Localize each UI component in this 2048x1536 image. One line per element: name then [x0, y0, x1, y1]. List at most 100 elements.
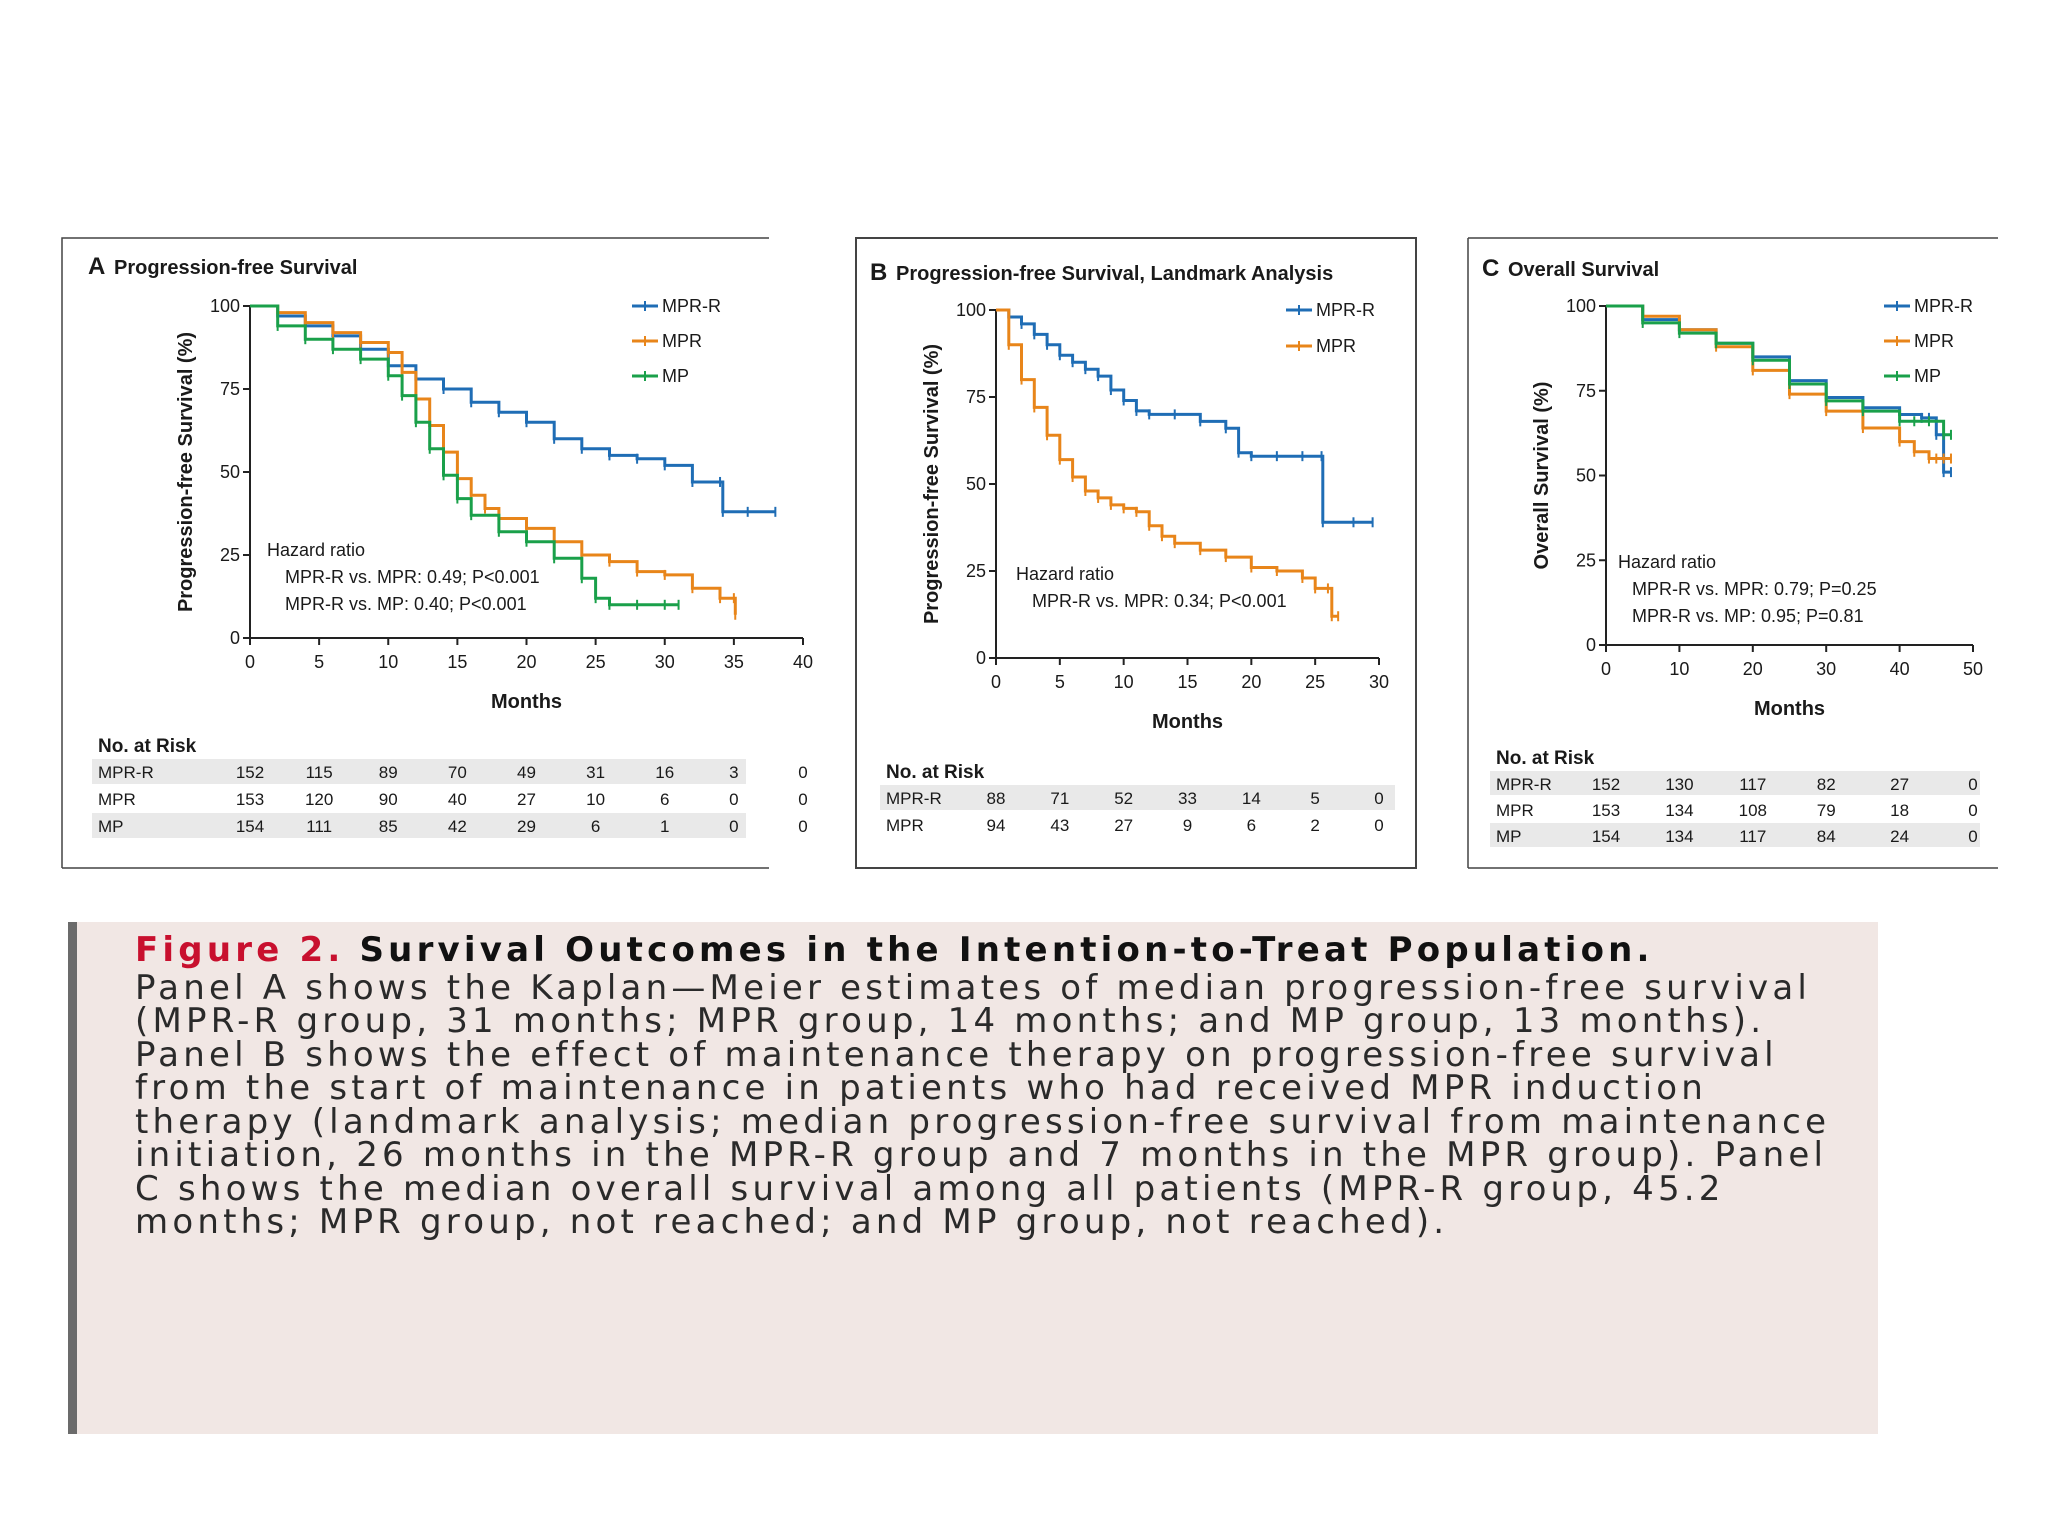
legend-label: MPR: [1914, 331, 1954, 351]
x-tick-label: 0: [1601, 659, 1611, 679]
risk-row-label: MPR: [1496, 801, 1534, 820]
risk-cell: 153: [1592, 801, 1620, 820]
y-axis-title: Overall Survival (%): [1531, 382, 1553, 570]
y-tick-label: 50: [1576, 466, 1596, 486]
panel-border: [61, 237, 769, 869]
risk-cell: 3: [729, 763, 738, 782]
y-axis-title: Progression-free Survival (%): [921, 344, 943, 624]
chart-b-svg: B Progression-free Survival, Landmark Ana…: [855, 237, 1417, 869]
x-tick-label: 50: [1963, 659, 1983, 679]
risk-cell: 16: [655, 763, 674, 782]
risk-cell: 27: [1114, 816, 1133, 835]
risk-cell: 9: [1183, 816, 1192, 835]
x-tick-label: 5: [1055, 672, 1065, 692]
y-tick-label: 25: [220, 545, 240, 565]
risk-cell: 152: [1592, 775, 1620, 794]
x-tick-label: 5: [314, 652, 324, 672]
risk-row-label: MPR: [886, 816, 924, 835]
series-mpr-r-line: [1606, 304, 1951, 474]
y-axis-title: Progression-free Survival (%): [175, 332, 197, 612]
panel-letter: B: [870, 259, 887, 286]
y-tick-label: 100: [956, 300, 986, 320]
risk-table-title: No. at Risk: [98, 736, 197, 757]
risk-cell: 89: [379, 763, 398, 782]
panel-title: Progression-free Survival, Landmark Anal…: [896, 263, 1333, 285]
risk-cell: 18: [1890, 801, 1909, 820]
hazard-ratio-title: Hazard ratio: [1618, 552, 1716, 572]
risk-cell: 120: [305, 790, 333, 809]
risk-cell: 88: [987, 789, 1006, 808]
risk-cell: 24: [1890, 827, 1909, 846]
y-tick-label: 0: [230, 628, 240, 648]
risk-cell: 0: [1374, 789, 1383, 808]
risk-cell: 14: [1242, 789, 1261, 808]
risk-table-title: No. at Risk: [1496, 748, 1595, 769]
risk-cell: 82: [1817, 775, 1836, 794]
risk-cell: 0: [798, 817, 807, 836]
x-tick-label: 0: [245, 652, 255, 672]
y-tick-label: 75: [966, 387, 986, 407]
legend-label: MPR-R: [1316, 300, 1375, 320]
panel-b: B Progression-free Survival, Landmark Ana…: [855, 237, 1417, 869]
risk-cell: 90: [379, 790, 398, 809]
risk-cell: 0: [729, 790, 738, 809]
risk-cell: 130: [1665, 775, 1693, 794]
risk-cell: 27: [1890, 775, 1909, 794]
y-tick-label: 25: [1576, 550, 1596, 570]
caption-body: Panel A shows the Kaplan—Meier estimates…: [135, 967, 1831, 1242]
risk-row-label: MPR: [98, 790, 136, 809]
risk-cell: 2: [1310, 816, 1319, 835]
risk-row-band: [1490, 771, 1980, 795]
x-tick-label: 20: [516, 652, 536, 672]
legend-label: MPR-R: [662, 296, 721, 316]
risk-cell: 0: [798, 790, 807, 809]
caption-heading: Survival Outcomes in the Intention-to-Tr…: [359, 930, 1654, 970]
risk-cell: 117: [1739, 775, 1766, 794]
legend-label: MPR-R: [1914, 296, 1973, 316]
x-tick-label: 10: [1114, 672, 1134, 692]
risk-cell: 94: [987, 816, 1006, 835]
risk-cell: 0: [1968, 827, 1977, 846]
risk-cell: 0: [1374, 816, 1383, 835]
x-tick-label: 30: [1816, 659, 1836, 679]
x-tick-label: 15: [447, 652, 467, 672]
panel-a: A Progression-free Survival 0 25 50 75 100 0 5 10…: [61, 237, 813, 869]
risk-cell: 0: [798, 763, 807, 782]
risk-row-label: MPR-R: [98, 763, 154, 782]
risk-cell: 134: [1665, 801, 1693, 820]
risk-cell: 84: [1817, 827, 1836, 846]
x-tick-label: 25: [586, 652, 606, 672]
y-tick-label: 0: [1586, 635, 1596, 655]
risk-cell: 152: [236, 763, 264, 782]
panel-border: [855, 237, 1417, 869]
risk-cell: 71: [1050, 789, 1069, 808]
hazard-ratio-line: MPR-R vs. MPR: 0.49; P<0.001: [285, 567, 540, 587]
risk-row-label: MPR-R: [1496, 775, 1552, 794]
panel-letter: A: [88, 253, 105, 280]
x-axis-title: Months: [491, 691, 562, 713]
legend-label: MP: [1914, 366, 1941, 386]
hazard-ratio-title: Hazard ratio: [267, 540, 365, 560]
x-tick-label: 40: [1890, 659, 1910, 679]
y-tick-label: 75: [220, 379, 240, 399]
risk-cell: 70: [448, 763, 467, 782]
series-mpr-line: [1606, 304, 1951, 460]
risk-row-band: [92, 813, 746, 838]
x-tick-label: 10: [378, 652, 398, 672]
y-tick-label: 25: [966, 561, 986, 581]
panel-c: C Overall Survival 0 25 50 75 100 0 10 20 30 40 50 Mo…: [1467, 237, 1998, 869]
risk-cell: 108: [1739, 801, 1767, 820]
risk-cell: 153: [236, 790, 264, 809]
y-tick-label: 50: [220, 462, 240, 482]
risk-cell: 0: [1968, 801, 1977, 820]
figure-caption: Figure 2. Survival Outcomes in the Inten…: [68, 922, 1878, 1434]
y-tick-label: 75: [1576, 381, 1596, 401]
hazard-ratio-line: MPR-R vs. MP: 0.40; P<0.001: [285, 594, 527, 614]
hazard-ratio-title: Hazard ratio: [1016, 564, 1114, 584]
panel-title: Progression-free Survival: [114, 257, 357, 279]
x-tick-label: 20: [1743, 659, 1763, 679]
risk-cell: 29: [517, 817, 536, 836]
x-tick-label: 30: [655, 652, 675, 672]
x-tick-label: 35: [724, 652, 744, 672]
